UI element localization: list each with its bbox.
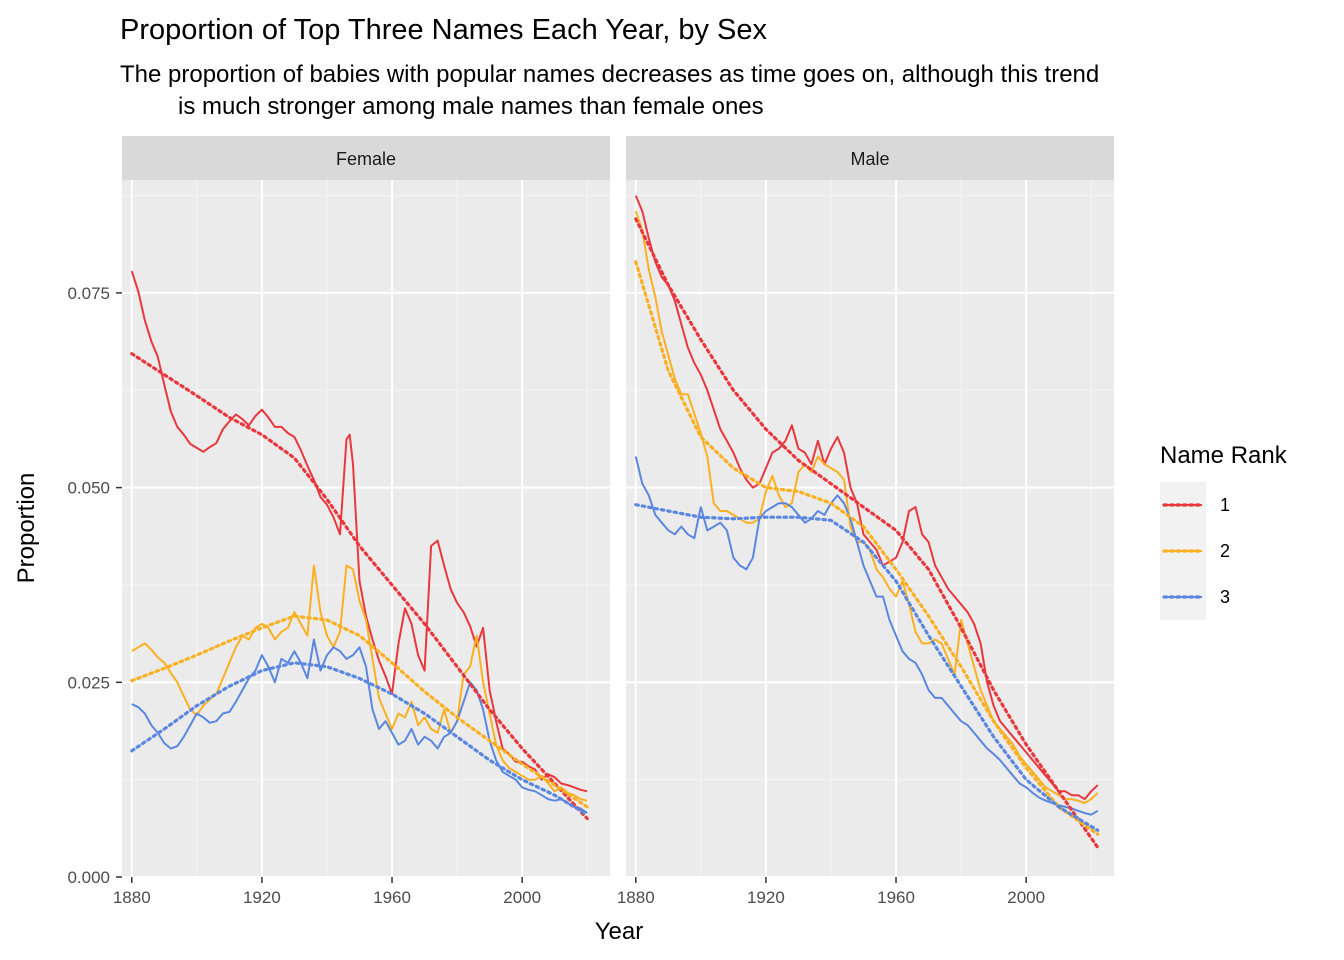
series-line-3-smooth- [130, 661, 589, 817]
x-tick-label: 2000 [503, 888, 541, 907]
series-line-2 [131, 564, 588, 802]
series-line-1 [634, 195, 1099, 801]
panel-background [626, 180, 1114, 877]
y-tick-label: 0.075 [67, 284, 110, 303]
chart-subtitle-line-2: is much stronger among male names than f… [178, 93, 764, 120]
series-line-1-smooth- [634, 217, 1100, 850]
x-tick-label: 1920 [747, 888, 785, 907]
chart-title: Proportion of Top Three Names Each Year,… [120, 14, 767, 46]
legend-label: 3 [1220, 587, 1230, 607]
y-tick-label: 0.050 [67, 479, 110, 498]
x-tick-label: 2000 [1007, 888, 1045, 907]
legend-title: Name Rank [1160, 442, 1288, 469]
y-tick-label: 0.000 [67, 868, 110, 887]
facet-strip-label: Female [336, 149, 396, 169]
legend: Name Rank 1 2 3 [1160, 442, 1288, 620]
facet-strip [122, 136, 610, 180]
series-line-3 [131, 638, 588, 814]
legend-label: 1 [1220, 495, 1230, 515]
facet-strip [626, 136, 1114, 180]
series-line-3-smooth- [634, 503, 1100, 832]
chart-subtitle-line-1: The proportion of babies with popular na… [120, 61, 1099, 88]
x-tick-label: 1920 [243, 888, 281, 907]
facet-panels: Female Male [122, 136, 1114, 878]
panel-background [122, 180, 610, 877]
x-axis-title: Year [595, 918, 644, 945]
series-line-1-smooth- [130, 352, 589, 821]
x-tick-label: 1880 [617, 888, 655, 907]
y-tick-label: 0.025 [67, 673, 110, 692]
series-line-2-smooth- [130, 614, 589, 809]
x-tick-label: 1880 [113, 888, 151, 907]
x-tick-label: 1960 [877, 888, 915, 907]
facet-panel-male: Male [626, 136, 1114, 878]
y-axis: 0.000 0.025 0.050 0.075 [67, 284, 122, 887]
legend-label: 2 [1220, 541, 1230, 561]
facet-strip-label: Male [850, 149, 889, 169]
x-axis: 1880 1920 1960 2000 1880 1920 1960 2000 [113, 877, 1045, 907]
series-line-3 [634, 456, 1099, 816]
series-line-2-smooth- [634, 260, 1100, 836]
facet-panel-female: Female [122, 136, 610, 878]
x-tick-label: 1960 [373, 888, 411, 907]
y-axis-title: Proportion [13, 473, 40, 584]
